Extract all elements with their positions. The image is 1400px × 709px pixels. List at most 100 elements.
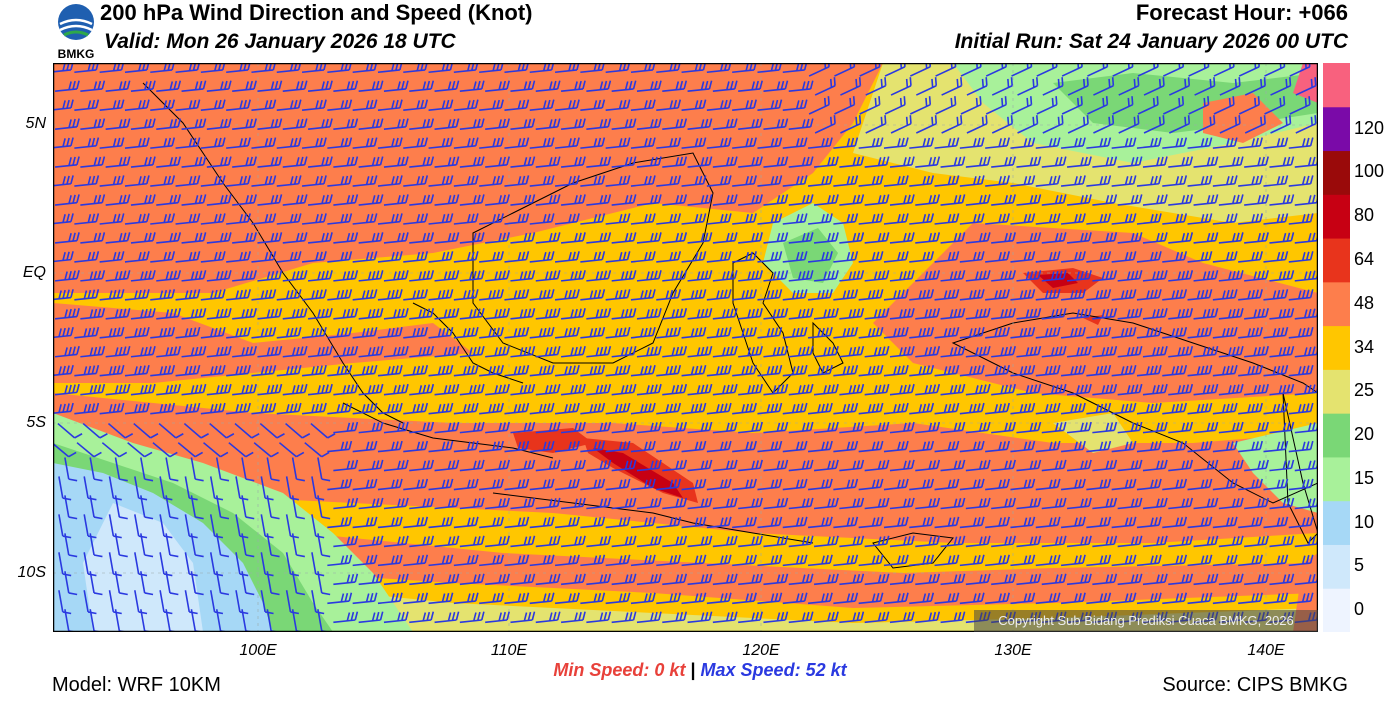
wind-barb — [54, 194, 80, 206]
wind-barb — [560, 194, 586, 206]
wind-barb — [1288, 213, 1314, 225]
wind-barb — [105, 194, 131, 206]
wind-barb — [890, 115, 912, 134]
wind-barb — [352, 99, 378, 111]
colorbar-segment — [1323, 369, 1350, 414]
wind-barb — [485, 118, 510, 130]
wind-barb — [428, 137, 454, 149]
wind-barb — [1269, 156, 1295, 168]
wind-barb — [1168, 194, 1194, 206]
wind-barb — [814, 115, 836, 134]
wind-barb — [681, 213, 707, 225]
wind-barb — [74, 175, 100, 187]
colorbar-segment — [1323, 456, 1350, 502]
wind-barb — [681, 251, 707, 263]
wind-barb — [409, 156, 435, 168]
wind-barb — [403, 175, 429, 187]
wind-barb — [257, 118, 283, 130]
wind-barb — [687, 194, 713, 206]
wind-barb — [150, 175, 176, 187]
wind-barb — [1212, 175, 1238, 187]
wind-barb — [889, 156, 915, 168]
wind-barb — [434, 118, 460, 130]
wind-barb — [732, 213, 757, 225]
wind-barb — [428, 99, 454, 111]
wind-barb — [409, 80, 435, 93]
colorbar-segment — [1323, 281, 1350, 327]
wind-barb — [1187, 137, 1213, 149]
wind-barb — [636, 270, 662, 282]
wind-barb — [706, 99, 732, 111]
wind-barb — [510, 194, 536, 206]
wind-barb — [858, 175, 884, 187]
wind-barb — [307, 194, 333, 206]
wind-barb — [257, 194, 283, 206]
wind-barb — [1244, 77, 1266, 96]
wind-barb — [1194, 115, 1216, 134]
wind-barb — [738, 118, 763, 130]
wind-barb — [130, 194, 156, 206]
wind-barb — [99, 99, 125, 111]
colorbar-label: 34 — [1354, 336, 1375, 357]
wind-barb — [940, 232, 966, 244]
wind-barb — [206, 232, 232, 244]
wind-barb — [833, 137, 859, 149]
wind-barb — [1136, 213, 1162, 225]
wind-barb — [959, 213, 985, 225]
wind-barb — [1168, 156, 1194, 168]
wind-barb — [150, 251, 176, 263]
wind-barb — [732, 175, 757, 187]
wind-barb — [1269, 232, 1295, 244]
wind-barb — [74, 99, 100, 111]
wind-barb — [54, 156, 80, 168]
wind-barb — [403, 99, 429, 111]
wind-barb — [890, 77, 912, 96]
wind-barb — [560, 156, 586, 168]
wind-barb — [1093, 115, 1115, 134]
wind-barb — [909, 96, 932, 115]
colorbar-segment — [1323, 194, 1350, 239]
wind-barb — [1060, 251, 1086, 263]
wind-barb — [403, 213, 429, 225]
initial-run: Initial Run: Sat 24 January 2026 00 UTC — [954, 30, 1348, 53]
wind-barb — [1264, 96, 1286, 115]
wind-barb — [687, 80, 713, 93]
wind-barb — [884, 96, 906, 115]
lon-label-100e: 100E — [239, 642, 277, 659]
wind-barb — [130, 118, 156, 130]
wind-barb — [226, 137, 251, 149]
wind-barb — [934, 213, 960, 225]
wind-barb — [934, 175, 960, 187]
wind-barb — [175, 175, 201, 187]
wind-barb — [327, 175, 353, 187]
wind-barb — [788, 156, 814, 168]
wind-barb — [865, 77, 887, 96]
wind-barb — [763, 232, 789, 244]
wind-barb — [251, 251, 277, 263]
wind-barb — [226, 99, 251, 111]
wind-barb — [307, 156, 333, 168]
wind-barb — [662, 232, 688, 244]
wind-barb — [580, 213, 606, 225]
wind-barb — [226, 213, 251, 225]
wind-barb — [453, 175, 479, 187]
wind-barb — [156, 118, 182, 130]
wind-barb — [453, 137, 479, 149]
wind-barb — [1086, 251, 1112, 263]
wind-barb — [1136, 175, 1162, 187]
wind-barb — [814, 77, 836, 96]
wind-barb — [611, 270, 637, 282]
wind-barb — [535, 194, 561, 206]
wind-barb — [105, 270, 131, 282]
wind-barb — [1117, 232, 1143, 244]
wind-barb — [53, 213, 74, 225]
wind-barb — [656, 251, 682, 263]
wind-barb — [1238, 175, 1263, 187]
wind-barb — [504, 213, 530, 225]
valid-time: Valid: Mon 26 January 2026 18 UTC — [104, 30, 456, 53]
wind-barb — [251, 137, 277, 149]
wind-barb — [276, 137, 302, 149]
wind-barb — [605, 175, 631, 187]
wind-barb — [130, 232, 156, 244]
wind-barb — [554, 213, 580, 225]
